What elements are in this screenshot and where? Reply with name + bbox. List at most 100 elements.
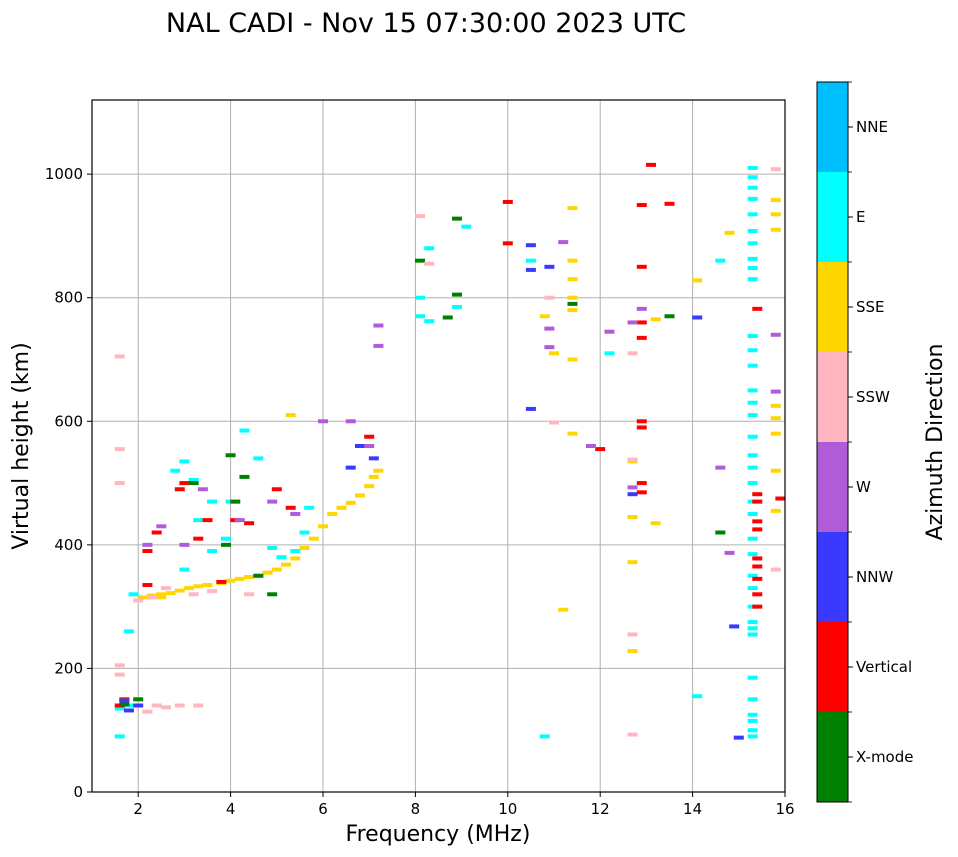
data-point xyxy=(627,320,638,325)
x-tick-label: 8 xyxy=(411,800,421,818)
colorbar-label: SSW xyxy=(856,388,890,406)
data-point xyxy=(604,351,615,356)
data-point xyxy=(558,240,569,245)
series-x-mode xyxy=(119,216,726,707)
data-point xyxy=(664,201,675,206)
data-point xyxy=(345,419,356,424)
colorbar: X-mode Vertical NNW W SSW SSE E NNE xyxy=(816,81,913,803)
data-point xyxy=(544,345,555,350)
data-point xyxy=(442,315,453,320)
data-point xyxy=(114,481,125,486)
data-point xyxy=(747,212,758,217)
data-point xyxy=(752,492,763,497)
data-point xyxy=(156,595,167,600)
y-tick-label: 400 xyxy=(54,536,83,554)
data-point xyxy=(220,536,231,541)
data-point xyxy=(207,499,218,504)
data-point xyxy=(461,224,472,229)
data-point xyxy=(558,607,569,612)
data-point xyxy=(747,481,758,486)
data-point xyxy=(747,728,758,733)
data-point xyxy=(336,505,347,510)
data-point xyxy=(174,703,185,708)
data-point xyxy=(636,306,647,311)
data-point xyxy=(276,555,287,560)
data-point xyxy=(345,500,356,505)
data-point xyxy=(567,258,578,263)
data-point xyxy=(133,598,144,603)
data-point xyxy=(123,629,134,634)
series-ssw xyxy=(114,167,781,737)
data-point xyxy=(627,485,638,490)
data-point xyxy=(202,583,213,588)
data-point xyxy=(179,481,190,486)
series-e xyxy=(114,165,758,739)
data-point xyxy=(525,406,536,411)
data-point xyxy=(544,264,555,269)
data-point xyxy=(747,453,758,458)
data-point xyxy=(636,419,647,424)
data-point xyxy=(137,595,148,600)
data-point xyxy=(318,524,328,529)
x-tick-label: 14 xyxy=(683,800,702,818)
data-point xyxy=(368,456,379,461)
data-point xyxy=(770,431,781,436)
data-point xyxy=(544,326,555,331)
data-point xyxy=(775,496,786,501)
series-nnw xyxy=(119,243,744,740)
data-point xyxy=(142,583,153,588)
data-point xyxy=(345,465,356,470)
gridlines xyxy=(92,100,786,793)
colorbar-label: SSE xyxy=(856,298,885,316)
data-point xyxy=(747,511,758,516)
data-point xyxy=(133,703,144,708)
data-point xyxy=(151,703,162,708)
colorbar-swatch xyxy=(817,712,848,802)
data-point xyxy=(549,420,559,425)
data-point xyxy=(207,589,218,594)
data-point xyxy=(770,468,781,473)
colorbar-label: NNW xyxy=(856,568,893,586)
data-point xyxy=(747,697,758,702)
data-point xyxy=(239,474,250,479)
data-point xyxy=(114,447,125,452)
data-point xyxy=(281,562,292,567)
data-point xyxy=(267,592,278,597)
data-point xyxy=(197,487,208,492)
data-point xyxy=(415,295,426,300)
data-point xyxy=(747,241,758,246)
x-axis-label: Frequency (MHz) xyxy=(346,822,531,847)
data-point xyxy=(368,474,379,479)
data-point xyxy=(308,536,319,541)
y-tick-label: 0 xyxy=(73,783,83,801)
data-point xyxy=(770,212,781,217)
data-point xyxy=(188,481,199,486)
data-point xyxy=(179,567,190,572)
data-point xyxy=(285,413,296,418)
data-point xyxy=(290,556,301,561)
data-point xyxy=(646,162,657,167)
data-point xyxy=(193,703,204,708)
data-point xyxy=(193,584,204,589)
colorbar-swatch xyxy=(817,262,848,352)
data-point xyxy=(770,198,781,203)
colorbar-swatch xyxy=(817,622,848,712)
colorbar-swatch xyxy=(817,532,848,622)
data-point xyxy=(424,261,435,266)
data-point xyxy=(142,542,153,547)
data-point xyxy=(627,492,638,497)
data-point xyxy=(179,459,190,464)
data-point xyxy=(733,735,744,740)
data-point xyxy=(318,419,328,424)
data-point xyxy=(234,518,245,523)
y-tick-label: 1000 xyxy=(45,165,83,183)
data-point xyxy=(567,308,578,313)
data-point xyxy=(770,332,781,337)
data-point xyxy=(188,477,199,482)
data-point xyxy=(627,351,638,356)
data-point xyxy=(636,425,647,430)
series-sse xyxy=(137,198,781,654)
data-point xyxy=(216,579,227,584)
data-point xyxy=(770,416,781,421)
data-point xyxy=(364,444,375,448)
